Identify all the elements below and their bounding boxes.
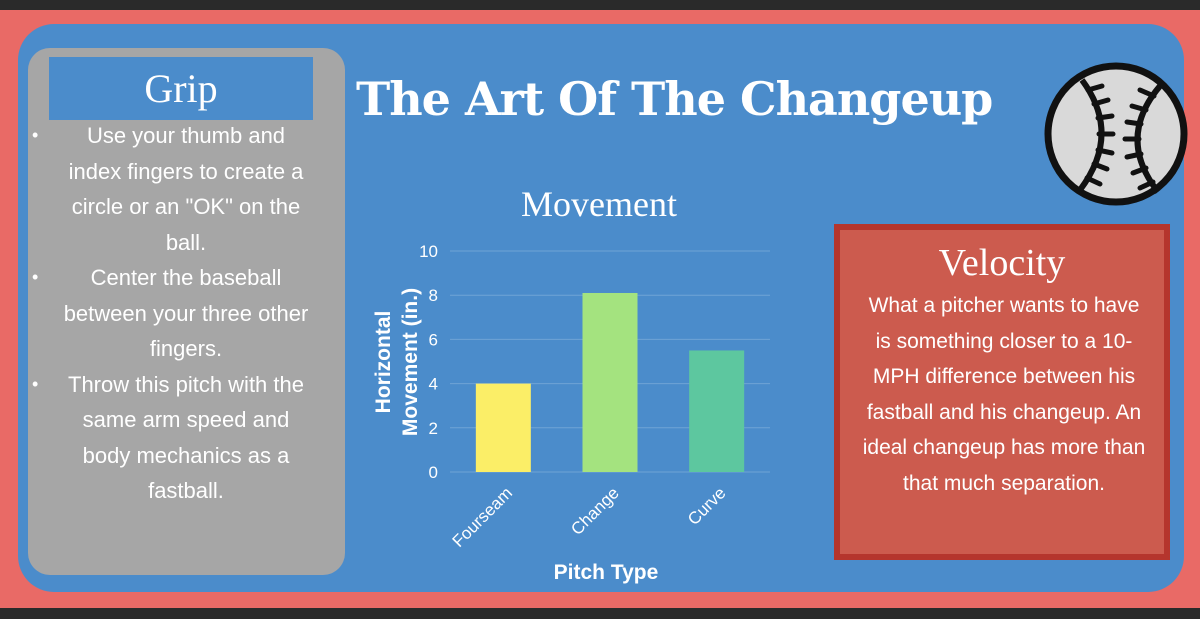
chart-title: Movement <box>521 184 677 224</box>
grip-box <box>28 48 345 575</box>
bar-change <box>582 292 638 472</box>
chart-bars <box>475 292 745 472</box>
x-tick-label: Curve <box>684 483 730 529</box>
y-axis-label-line: Horizontal <box>372 311 395 414</box>
x-axis-ticks: Fourseam Change Curve <box>449 483 730 551</box>
grip-item: • Center the baseball between your three … <box>30 260 340 367</box>
grip-item: • Use your thumb and index fingers to cre… <box>30 118 340 260</box>
bullet-icon: • <box>32 373 39 394</box>
grip-item: • Throw this pitch with the same arm spee… <box>30 367 340 509</box>
grip-item-text: Throw this pitch with the same arm speed… <box>68 371 304 504</box>
grip-title: Grip <box>49 57 313 120</box>
velocity-box: Velocity What a pitcher wants to have is… <box>834 224 1170 560</box>
y-axis-ticks: 0 2 4 6 8 10 <box>419 242 438 482</box>
baseball-icon <box>1040 54 1190 212</box>
x-tick-label: Fourseam <box>449 483 517 551</box>
bullet-icon: • <box>32 267 39 287</box>
bar-curve <box>689 350 745 472</box>
bullet-icon: • <box>32 125 39 145</box>
y-tick-label: 0 <box>429 463 438 482</box>
grip-item-text: Use your thumb and index fingers to crea… <box>68 123 304 255</box>
y-axis-label: Horizontal Movement (in.) <box>372 288 422 436</box>
y-axis-label-line: Movement (in.) <box>399 288 422 436</box>
x-tick-label: Change <box>567 483 623 539</box>
bar-fourseam <box>475 383 531 472</box>
x-axis-label: Pitch Type <box>554 561 659 584</box>
page-title: The Art Of The Changeup <box>356 72 993 126</box>
y-tick-label: 8 <box>429 286 438 305</box>
y-tick-label: 6 <box>429 330 438 349</box>
y-tick-label: 10 <box>419 242 438 261</box>
velocity-text: What a pitcher wants to have is somethin… <box>862 294 1146 495</box>
movement-chart: Movement 0 2 4 6 8 10 Fourseam Change Curve Hor… <box>372 184 770 584</box>
grip-item-text: Center the baseball between your three o… <box>63 265 309 361</box>
velocity-title: Velocity <box>938 242 1066 284</box>
y-tick-label: 2 <box>429 419 438 438</box>
grip-list: • Use your thumb and index fingers to cre… <box>30 118 340 509</box>
y-tick-label: 4 <box>429 375 438 394</box>
